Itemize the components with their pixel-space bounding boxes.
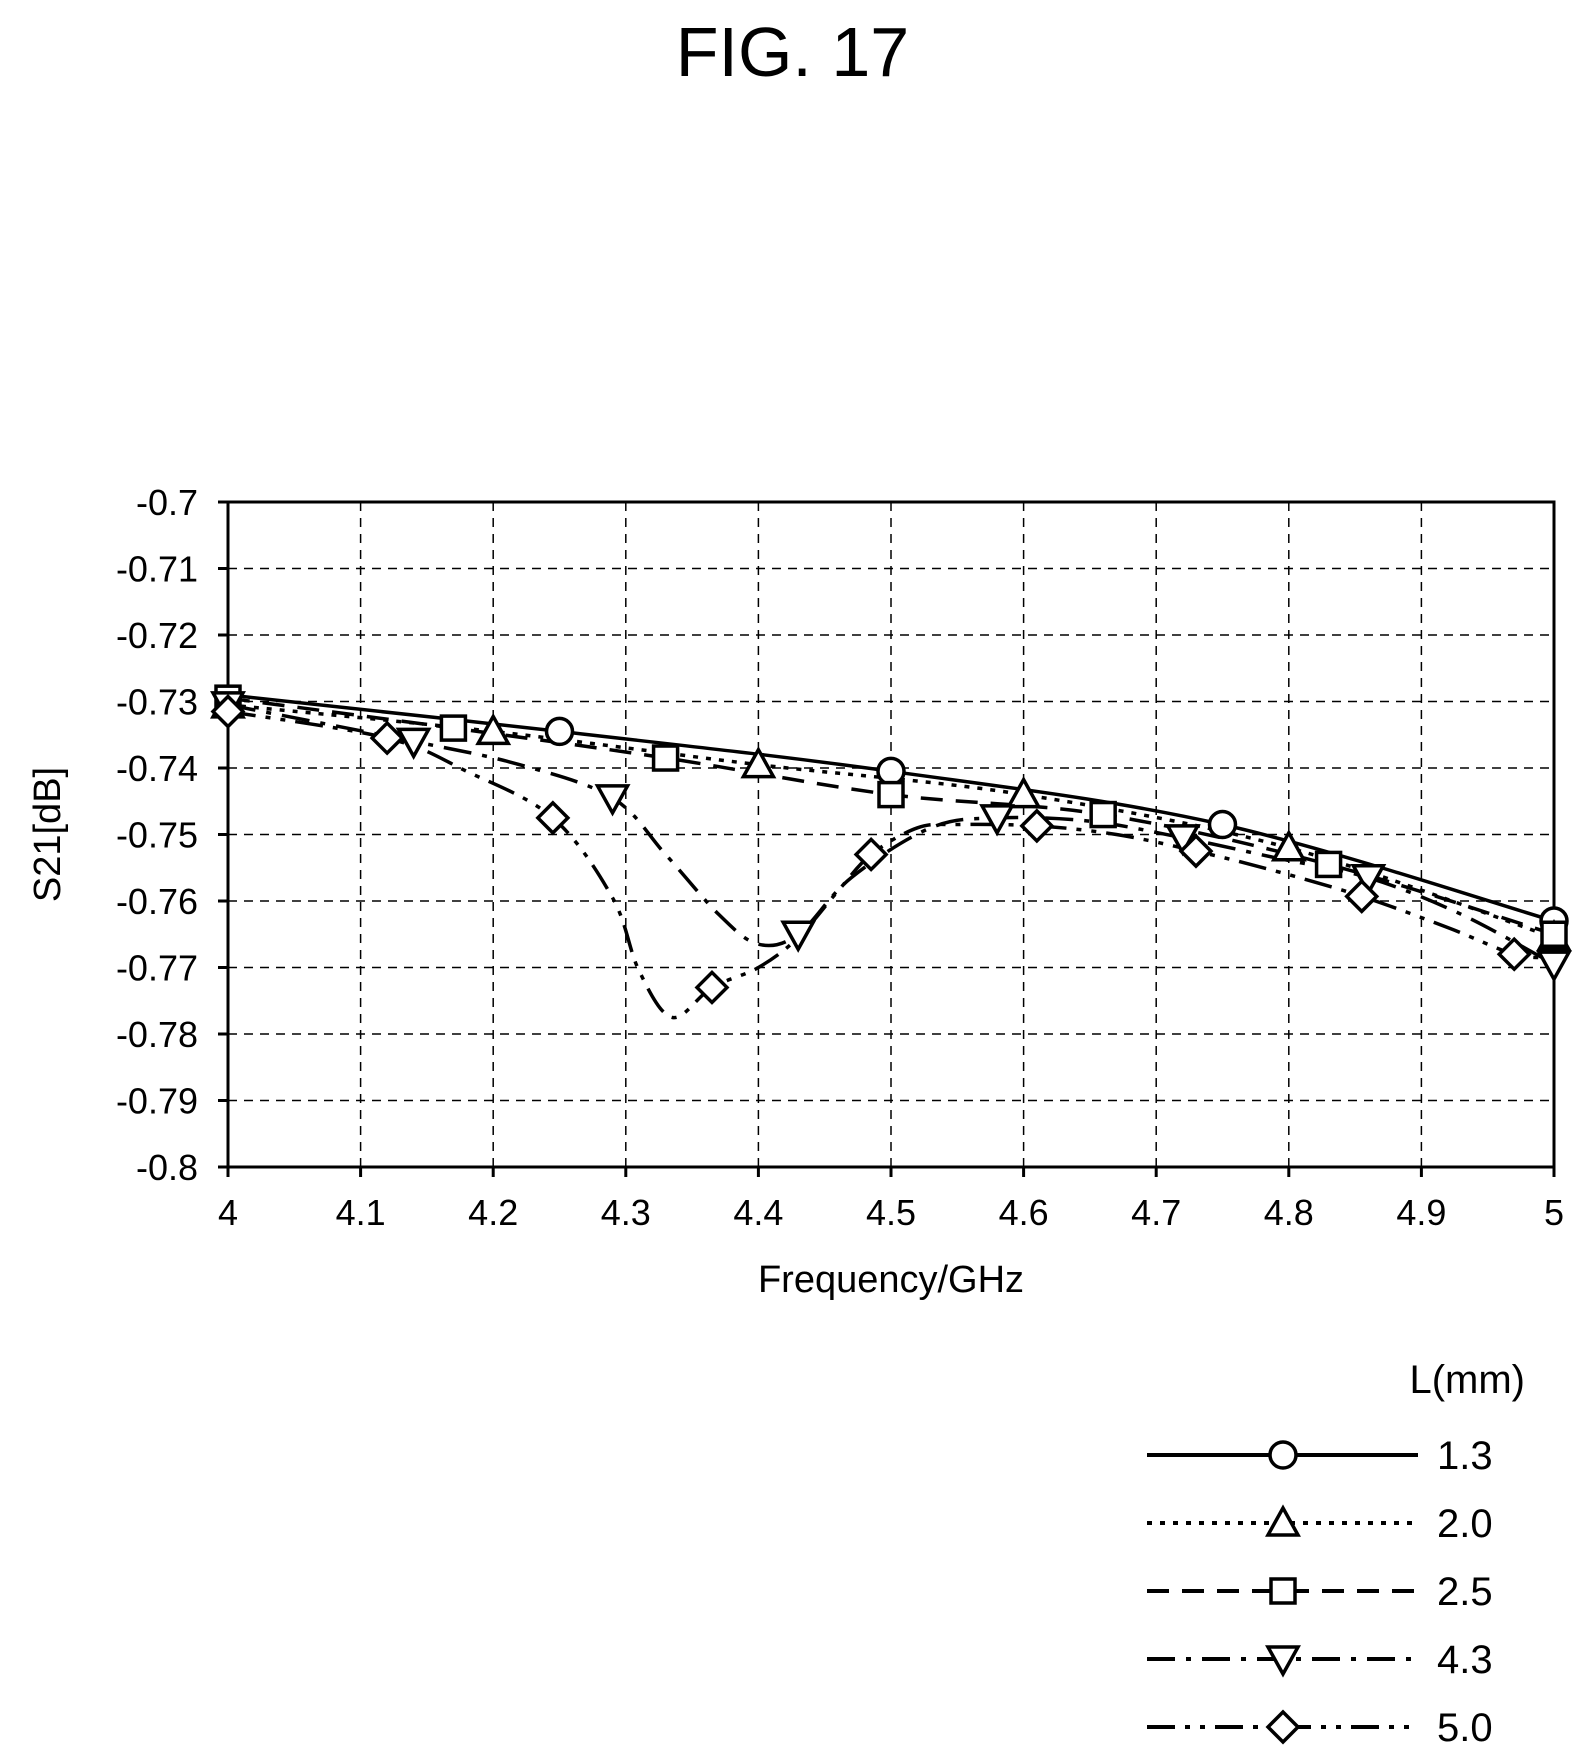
y-tick-label: -0.71 <box>116 549 198 590</box>
x-tick-label: 4.3 <box>601 1192 651 1233</box>
series-point-4.3 <box>594 784 631 817</box>
series-point-2.5 <box>439 714 468 742</box>
series-point-4.3 <box>979 804 1016 837</box>
y-tick-label: -0.79 <box>116 1081 198 1122</box>
legend-marker-5.0 <box>1265 1709 1301 1745</box>
x-tick-label: 4.9 <box>1396 1192 1446 1233</box>
legend: L(mm) 1.3 2.0 2.5 4.3 5.0 <box>1147 1358 1525 1750</box>
legend-marker-2.5 <box>1269 1577 1297 1605</box>
series-point-5.0 <box>694 969 730 1005</box>
series-markers <box>210 684 1572 1005</box>
x-tick-label: 4.1 <box>336 1192 386 1233</box>
legend-marker-4.3 <box>1265 1645 1301 1678</box>
series-point-5.0 <box>1344 878 1380 914</box>
series-point-4.3 <box>780 920 817 953</box>
series-point-2.0 <box>475 712 512 746</box>
legend-label-4.3: 4.3 <box>1437 1638 1493 1682</box>
x-tick-label: 4.8 <box>1264 1192 1314 1233</box>
series-point-2.5 <box>1314 850 1343 879</box>
series-point-5.0 <box>210 694 246 729</box>
series-point-2.0 <box>1270 829 1307 862</box>
legend-label-1.3: 1.3 <box>1437 1434 1493 1478</box>
legend-marker-1.3 <box>1268 1440 1298 1470</box>
series-point-1.3 <box>1207 809 1238 840</box>
x-tick-label: 5 <box>1544 1192 1564 1233</box>
y-tick-label: -0.75 <box>116 815 198 856</box>
legend-label-2.5: 2.5 <box>1437 1570 1493 1614</box>
x-tick-label: 4.2 <box>468 1192 518 1233</box>
x-tick-label: 4.7 <box>1131 1192 1181 1233</box>
series-point-2.5 <box>1540 920 1568 948</box>
plot-frame <box>226 500 1556 1169</box>
series-point-5.0 <box>1178 833 1214 869</box>
legend-title: L(mm) <box>1409 1358 1525 1402</box>
series-point-1.3 <box>544 716 575 747</box>
series-point-2.5 <box>877 780 905 809</box>
series-point-5.0 <box>853 836 889 872</box>
series-point-4.3 <box>1164 824 1201 857</box>
x-tick-label: 4.4 <box>733 1192 783 1233</box>
series-point-4.3 <box>1536 950 1572 983</box>
legend-marker-2.0 <box>1265 1504 1301 1537</box>
x-tick-labels: 4 4.1 4.2 4.3 4.4 4.5 4.6 4.7 4.8 4.9 5 <box>218 1192 1564 1233</box>
y-tick-label: -0.73 <box>116 682 198 723</box>
series-line-4.3 <box>227 703 1555 966</box>
series-point-5.0 <box>1019 808 1055 844</box>
y-tick-label: -0.72 <box>116 615 198 656</box>
y-tick-label: -0.77 <box>116 948 198 989</box>
x-tick-label: 4.5 <box>866 1192 916 1233</box>
y-axis-label: S21[dB] <box>27 767 69 902</box>
series-point-5.0 <box>535 800 571 836</box>
y-tick-label: -0.7 <box>136 482 198 523</box>
legend-label-5.0: 5.0 <box>1437 1706 1493 1750</box>
series-point-1.3 <box>876 756 906 787</box>
series-point-2.0 <box>1005 775 1042 809</box>
y-tick-label: -0.8 <box>136 1147 198 1188</box>
x-axis-label: Frequency/GHz <box>758 1259 1024 1301</box>
series-point-5.0 <box>1496 936 1532 972</box>
series-point-2.5 <box>651 744 680 772</box>
y-tick-label: -0.78 <box>116 1014 198 1055</box>
y-tick-label: -0.74 <box>116 748 198 789</box>
series-point-2.0 <box>740 746 777 779</box>
y-tick-label: -0.76 <box>116 881 198 922</box>
grid-lines <box>218 500 1556 1177</box>
legend-label-2.0: 2.0 <box>1437 1502 1493 1546</box>
figure-title: FIG. 17 <box>675 13 910 91</box>
x-tick-label: 4 <box>218 1192 238 1233</box>
series-point-5.0 <box>369 720 405 756</box>
y-tick-labels: -0.7 -0.71 -0.72 -0.73 -0.74 -0.75 -0.76 -0.77 -… <box>116 482 198 1188</box>
series-point-4.3 <box>1350 863 1387 897</box>
series-point-4.3 <box>395 727 432 761</box>
series-point-2.5 <box>1089 800 1117 829</box>
x-tick-label: 4.6 <box>999 1192 1049 1233</box>
